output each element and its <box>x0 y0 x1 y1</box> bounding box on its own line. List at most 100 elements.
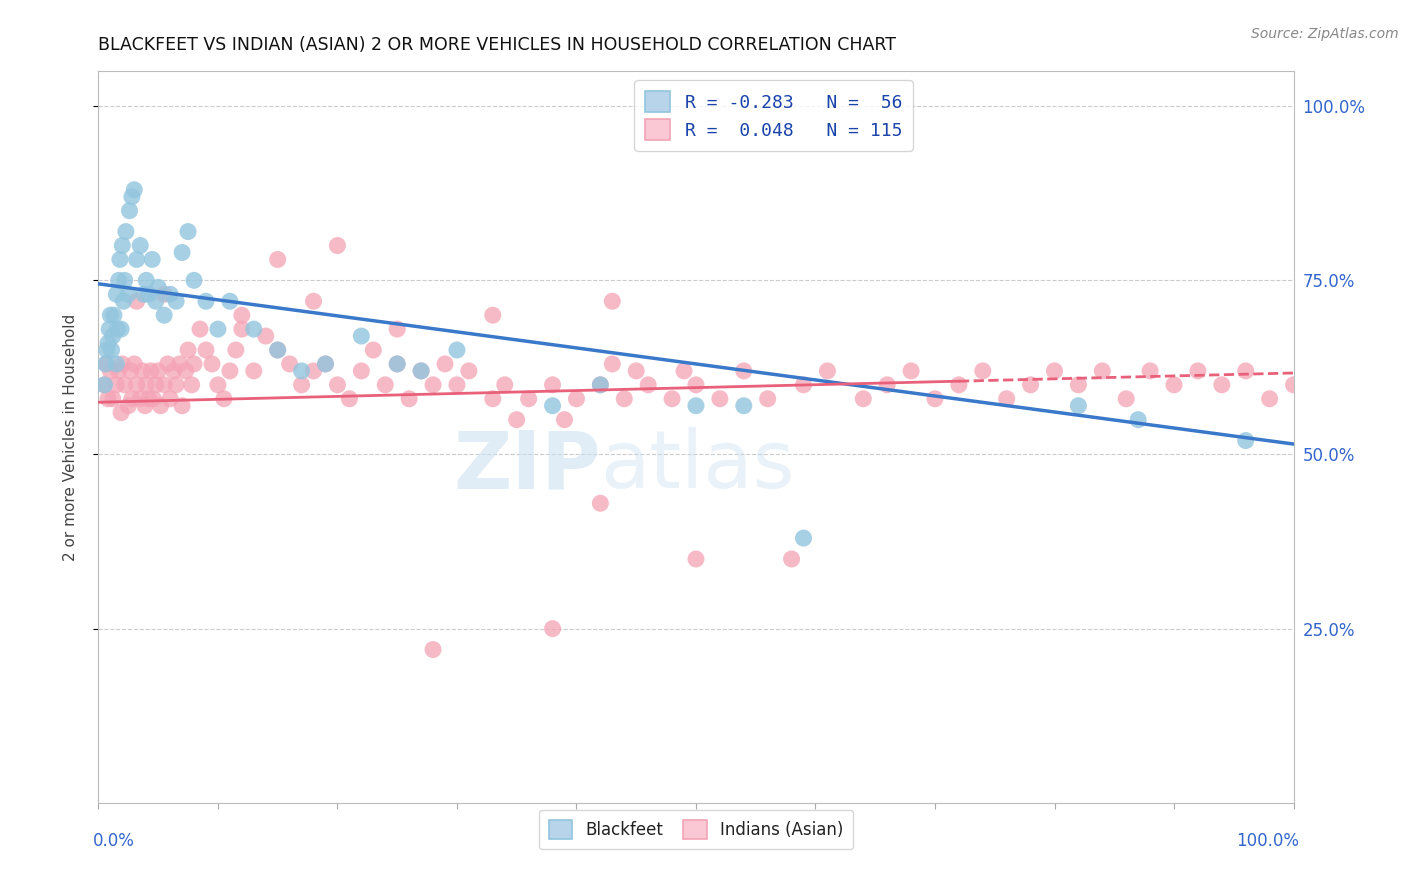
Point <box>98 364 122 378</box>
Point <box>138 287 160 301</box>
Point <box>254 329 277 343</box>
Point <box>852 392 875 406</box>
Point <box>129 392 152 406</box>
Point <box>685 399 707 413</box>
Point <box>108 252 131 267</box>
Point <box>876 377 898 392</box>
Point <box>554 412 576 426</box>
Point <box>153 287 176 301</box>
Point <box>207 322 229 336</box>
Point <box>100 343 122 357</box>
Point <box>517 392 540 406</box>
Point <box>153 377 176 392</box>
Point <box>180 377 202 392</box>
Point <box>201 357 224 371</box>
Point <box>506 412 529 426</box>
Point <box>117 287 139 301</box>
Point <box>385 322 409 336</box>
Point <box>114 273 136 287</box>
Point <box>138 392 160 406</box>
Point <box>97 336 120 351</box>
Point <box>1282 377 1305 392</box>
Point <box>107 364 129 378</box>
Point <box>103 308 125 322</box>
Point <box>972 364 994 378</box>
Point <box>188 322 211 336</box>
Point <box>132 287 155 301</box>
Point <box>626 364 648 378</box>
Point <box>101 392 124 406</box>
Point <box>661 392 683 406</box>
Point <box>267 343 290 357</box>
Point <box>96 357 118 371</box>
Point <box>924 392 946 406</box>
Point <box>709 392 731 406</box>
Point <box>183 273 205 287</box>
Point <box>111 357 134 371</box>
Text: ZIP: ZIP <box>453 427 600 506</box>
Point <box>398 392 420 406</box>
Point <box>1234 364 1257 378</box>
Text: 0.0%: 0.0% <box>93 832 135 850</box>
Point <box>111 238 134 252</box>
Point <box>165 294 187 309</box>
Point <box>96 343 118 357</box>
Point <box>1067 377 1090 392</box>
Point <box>637 377 659 392</box>
Point <box>602 357 624 371</box>
Point <box>225 343 247 357</box>
Point <box>118 203 141 218</box>
Point <box>163 364 186 378</box>
Point <box>733 364 755 378</box>
Y-axis label: 2 or more Vehicles in Household: 2 or more Vehicles in Household <box>63 313 77 561</box>
Point <box>107 273 129 287</box>
Point <box>1019 377 1042 392</box>
Point <box>142 392 165 406</box>
Point <box>219 294 242 309</box>
Point <box>900 364 922 378</box>
Point <box>541 622 564 636</box>
Point <box>302 364 325 378</box>
Point <box>177 343 200 357</box>
Point <box>183 357 205 371</box>
Point <box>339 392 361 406</box>
Point <box>1067 399 1090 413</box>
Point <box>93 377 115 392</box>
Point <box>110 322 132 336</box>
Point <box>105 357 128 371</box>
Point <box>121 190 143 204</box>
Point <box>302 294 325 309</box>
Point <box>207 377 229 392</box>
Point <box>153 308 176 322</box>
Point <box>165 377 187 392</box>
Legend: Blackfeet, Indians (Asian): Blackfeet, Indians (Asian) <box>538 810 853 849</box>
Point <box>129 238 152 252</box>
Point <box>159 392 181 406</box>
Point <box>565 392 588 406</box>
Point <box>1187 364 1209 378</box>
Point <box>541 377 564 392</box>
Point <box>613 392 636 406</box>
Point <box>243 322 266 336</box>
Point <box>673 364 696 378</box>
Point <box>602 294 624 309</box>
Point <box>97 392 120 406</box>
Point <box>411 364 433 378</box>
Point <box>231 322 253 336</box>
Point <box>589 377 612 392</box>
Point <box>685 377 707 392</box>
Point <box>141 252 163 267</box>
Point <box>422 642 444 657</box>
Point <box>174 364 197 378</box>
Point <box>148 364 170 378</box>
Point <box>374 377 396 392</box>
Point <box>411 364 433 378</box>
Point <box>114 377 136 392</box>
Point <box>815 364 838 378</box>
Point <box>105 377 128 392</box>
Point <box>112 294 135 309</box>
Point <box>134 399 156 413</box>
Point <box>1091 364 1114 378</box>
Point <box>115 225 138 239</box>
Point <box>780 552 803 566</box>
